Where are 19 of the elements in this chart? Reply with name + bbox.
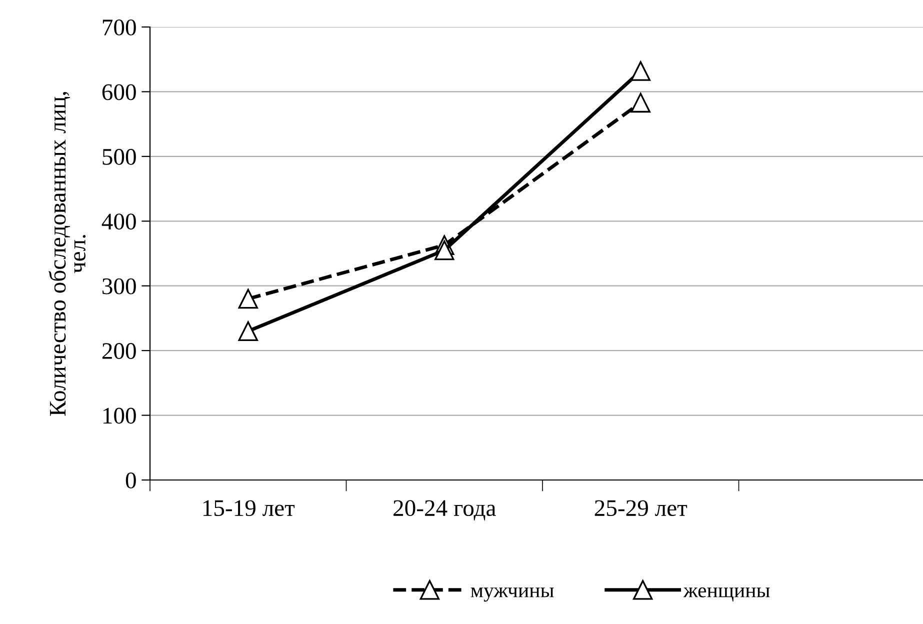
y-axis-title: Количество обследованных лиц, чел. — [48, 92, 86, 416]
y-tick-label: 0 — [126, 472, 136, 488]
y-tick-label: 600 — [102, 84, 136, 100]
point — [434, 240, 454, 260]
y-tick-label: 700 — [102, 19, 136, 36]
y-tick-label: 500 — [102, 148, 136, 165]
x-tick-label: 25-29 лет — [594, 500, 688, 516]
y-tick-label: 100 — [103, 408, 136, 424]
x-tick-label: 15-19 лет — [203, 500, 295, 516]
y-tick-label: 300 — [102, 278, 136, 294]
point — [630, 92, 650, 113]
x-tick-label: 20-24 года — [394, 500, 496, 520]
legend-label: женщины — [683, 587, 770, 602]
y-tick-label: 200 — [102, 343, 136, 359]
legend-label: мужчины — [470, 588, 554, 602]
point — [238, 321, 258, 342]
point — [630, 61, 650, 81]
y-tick-label: 400 — [102, 214, 136, 230]
point — [238, 288, 258, 309]
